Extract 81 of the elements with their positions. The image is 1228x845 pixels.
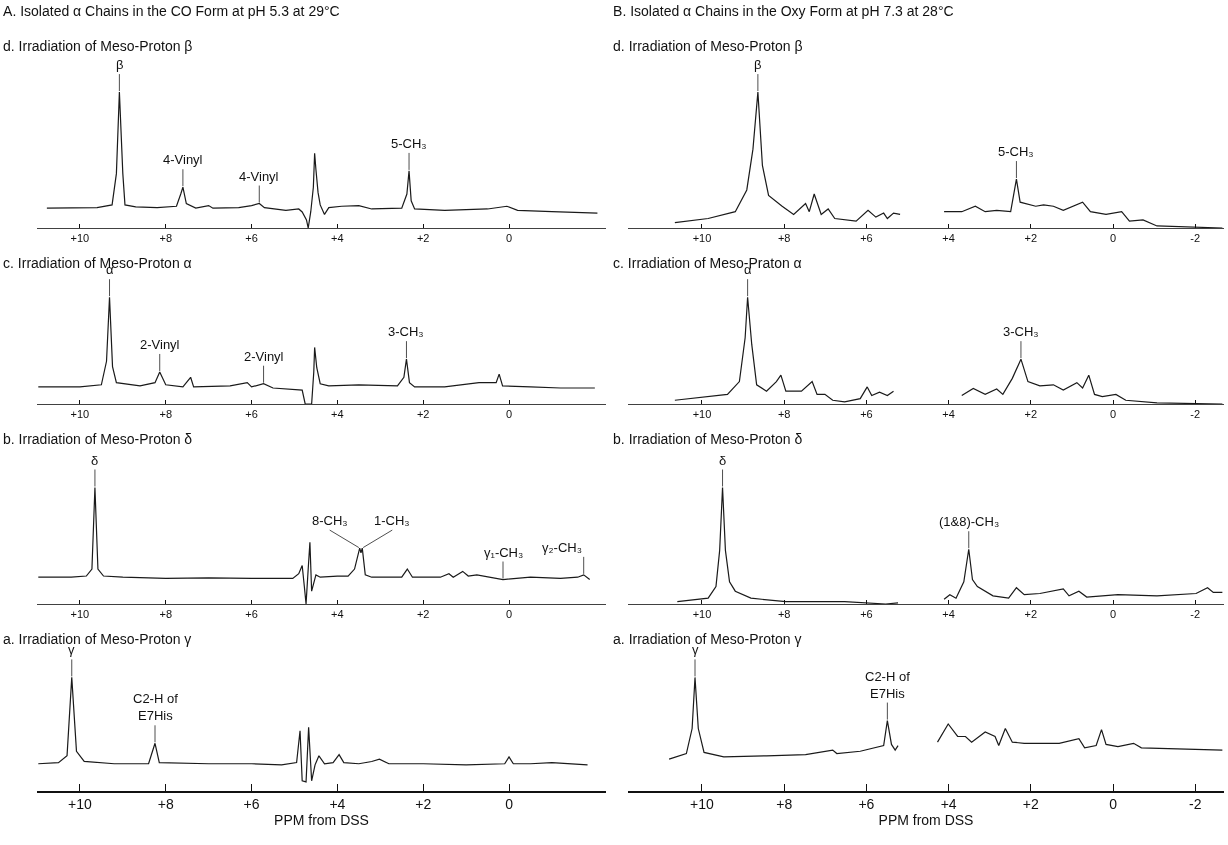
annotation: 5-CH₃ [998,144,1034,159]
annotation: C2-H of E7His [133,691,179,723]
x-tick-label: +6 [860,408,873,420]
x-tick-label: 0 [505,796,514,813]
x-tick-label: +2 [416,608,430,620]
x-axis-title: PPM from DSS [878,812,974,829]
x-tick-label: +4 [942,232,955,244]
x-tick-label: +6 [860,232,873,244]
x-tick-label: +10 [692,408,712,420]
x-tick-label: +6 [860,608,873,620]
x-tick-label: 0 [1109,608,1117,620]
annotation: 4-Vinyl [239,169,279,184]
annotation: 8-CH₃ [312,513,348,528]
annotation: β [116,57,124,72]
annotation: 2-Vinyl [140,337,180,352]
x-tick-label: +2 [1024,408,1038,420]
chart-title: a. Irradiation of Meso-Proton γ [3,630,192,647]
annotation: 1-CH₃ [374,513,410,528]
annotation: C2-H of E7His [865,669,911,701]
x-tick-label: -2 [1190,608,1201,620]
annotation: 3-CH₃ [1003,324,1039,339]
x-tick-label: +8 [159,232,172,244]
annotation: (1&8)-CH₃ [939,514,1000,529]
x-tick-label: +4 [942,608,955,620]
x-tick-label: +2 [416,232,430,244]
annotation: δ [91,453,99,468]
x-tick-label: +8 [777,408,791,420]
annotation: β [754,57,762,72]
annotation: 2-Vinyl [244,349,284,364]
x-tick-label: +2 [1024,232,1038,244]
x-tick-label: +10 [692,232,712,244]
x-tick-label: +2 [1024,608,1038,620]
annotation: 5-CH₃ [391,136,427,151]
x-tick-label: 0 [505,232,513,244]
x-tick-label: -2 [1190,232,1201,244]
x-tick-label: +8 [159,408,172,420]
annotation: γ₁-CH₃ [484,545,524,560]
x-tick-label: +10 [70,232,90,244]
annotation: δ [719,453,727,468]
x-tick-label: -2 [1190,408,1201,420]
x-tick-label: +6 [245,232,258,244]
x-tick-label: 0 [1109,796,1118,813]
x-tick-label: 0 [505,408,513,420]
x-tick-label: +6 [245,608,258,620]
x-tick-label: -2 [1189,796,1202,813]
x-tick-label: +10 [70,608,90,620]
chart-title: a. Irradiation of Meso-Proton γ [613,630,802,647]
chart-title: A. Isolated α Chains in the CO Form at pH 5.3 at 29°C [3,2,340,19]
x-tick-label: +8 [776,796,793,813]
x-tick-label: +4 [331,608,344,620]
chart-subtitle: d. Irradiation of Meso-Proton β [613,38,803,54]
annotation: 4-Vinyl [163,152,203,167]
x-tick-label: 0 [1109,232,1117,244]
chart-subtitle: d. Irradiation of Meso-Proton β [3,38,193,54]
x-tick-label: +4 [940,796,957,813]
x-tick-label: +4 [331,408,344,420]
x-tick-label: +8 [159,608,172,620]
annotation: 3-CH₃ [388,324,424,339]
x-tick-label: +10 [690,796,715,813]
x-tick-label: +10 [70,408,90,420]
x-tick-label: +2 [416,408,430,420]
x-tick-label: 0 [505,608,513,620]
x-tick-label: +4 [331,232,344,244]
x-tick-label: +6 [858,796,875,813]
x-tick-label: +6 [245,408,258,420]
x-axis-title: PPM from DSS [274,812,369,829]
x-tick-label: +6 [243,796,260,813]
chart-title: b. Irradiation of Meso-Proton δ [613,430,803,447]
x-tick-label: +4 [329,796,346,813]
x-tick-label: +2 [1022,796,1039,813]
x-tick-label: +8 [777,608,791,620]
annotation: γ₂-CH₃ [542,540,582,555]
x-tick-label: +2 [415,796,432,813]
chart-title: B. Isolated α Chains in the Oxy Form at pH 7.3 at 28°C [613,2,954,19]
x-tick-label: +4 [942,408,955,420]
x-tick-label: 0 [1109,408,1117,420]
x-tick-label: +8 [157,796,174,813]
x-tick-label: +10 [68,796,92,813]
chart-title: b. Irradiation of Meso-Proton δ [3,430,193,447]
x-tick-label: +8 [777,232,791,244]
x-tick-label: +10 [692,608,712,620]
